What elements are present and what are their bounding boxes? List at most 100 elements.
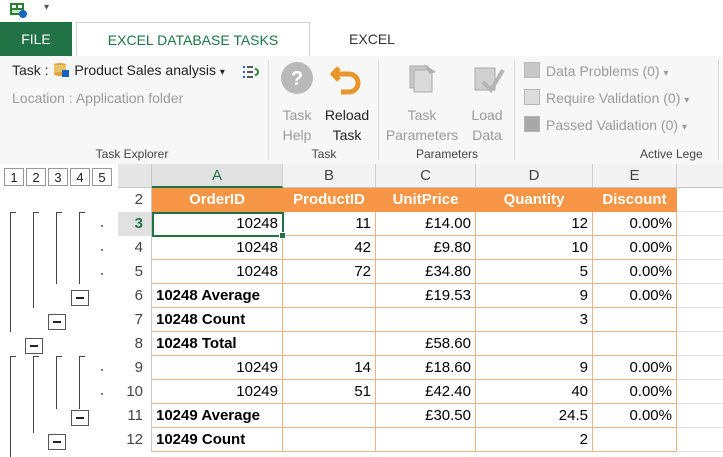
cell-empty[interactable] [677,380,723,404]
load-data-button[interactable]: Load Data [462,60,512,144]
outline-collapse-button[interactable] [48,434,66,450]
outline-level-1-button[interactable]: 1 [4,168,24,186]
cell-orderid[interactable]: 10249 Average [152,404,283,428]
cell-orderid[interactable]: 10248 Count [152,308,283,332]
cell-discount[interactable] [593,428,677,452]
cell-quantity[interactable] [476,332,593,356]
cell-unitprice[interactable]: £18.60 [376,356,476,380]
cell-unitprice[interactable]: £14.00 [376,212,476,236]
cell-empty[interactable] [677,332,723,356]
cell-orderid[interactable]: 10248 [152,212,283,236]
cell-unitprice[interactable]: £58.60 [376,332,476,356]
cell-quantity[interactable]: 12 [476,212,593,236]
tab-excel-tools[interactable]: EXCEL TOOLS [348,31,395,81]
cell-empty[interactable] [677,404,723,428]
column-header-e[interactable]: E [593,164,677,188]
row-header[interactable]: 6 [118,284,152,308]
cell-quantity[interactable]: 40 [476,380,593,404]
column-header-d[interactable]: D [476,164,593,188]
cell-unitprice[interactable] [376,308,476,332]
column-title-unitprice[interactable]: UnitPrice [376,188,476,212]
cell-discount[interactable]: 0.00% [593,212,677,236]
cell-orderid[interactable]: 10248 [152,236,283,260]
column-header-b[interactable]: B [283,164,376,188]
cell-productid[interactable]: 11 [283,212,376,236]
reload-task-button[interactable]: Reload Task [322,60,372,144]
cell-quantity[interactable]: 9 [476,284,593,308]
passed-validation-toggle[interactable]: Passed Validation (0) ▾ [524,116,687,133]
row-header[interactable]: 12 [118,428,152,452]
cell-productid[interactable] [283,308,376,332]
task-help-button[interactable]: ? Task Help [272,60,322,144]
cell-discount[interactable]: 0.00% [593,236,677,260]
tab-edt[interactable]: EXCEL DATABASE TASKS (EDT) [76,22,310,82]
cell-unitprice[interactable]: £42.40 [376,380,476,404]
column-header-c[interactable]: C [376,164,476,188]
cell-quantity[interactable]: 10 [476,236,593,260]
cell-quantity[interactable]: 3 [476,308,593,332]
outline-collapse-button[interactable] [71,290,89,306]
cell-discount[interactable]: 0.00% [593,260,677,284]
cell-orderid[interactable]: 10249 Count [152,428,283,452]
cell-discount[interactable]: 0.00% [593,284,677,308]
row-header[interactable]: 5 [118,260,152,284]
cell-empty[interactable] [677,284,723,308]
row-header[interactable]: 10 [118,380,152,404]
cell-empty[interactable] [677,428,723,452]
cell-unitprice[interactable]: £19.53 [376,284,476,308]
cell-discount[interactable]: 0.00% [593,356,677,380]
cell-orderid[interactable]: 10248 Total [152,332,283,356]
cell-orderid[interactable]: 10248 Average [152,284,283,308]
cell-empty[interactable] [677,308,723,332]
outline-collapse-button[interactable] [48,314,66,330]
tab-file[interactable]: FILE [0,22,72,56]
row-header[interactable]: 9 [118,356,152,380]
cell-productid[interactable] [283,404,376,428]
row-header[interactable]: 7 [118,308,152,332]
cell-unitprice[interactable] [376,428,476,452]
column-title-productid[interactable]: ProductID [283,188,376,212]
row-header[interactable]: 8 [118,332,152,356]
refresh-tasks-icon[interactable] [242,64,260,80]
cell-orderid[interactable]: 10248 [152,260,283,284]
cell-discount[interactable]: 0.00% [593,404,677,428]
cell-quantity[interactable]: 9 [476,356,593,380]
row-header[interactable]: 3 [118,212,152,236]
cell-productid[interactable] [283,428,376,452]
data-problems-toggle[interactable]: Data Problems (0) ▾ [524,62,669,79]
outline-level-5-button[interactable]: 5 [92,168,112,186]
cell-orderid[interactable]: 10249 [152,356,283,380]
row-header[interactable]: 2 [118,188,152,212]
outline-collapse-button[interactable] [71,410,89,426]
task-selector[interactable]: Task : Product Sales analysis ▾ [12,62,225,78]
cell-productid[interactable]: 42 [283,236,376,260]
cell-discount[interactable] [593,332,677,356]
cell-productid[interactable]: 51 [283,380,376,404]
column-header-a[interactable]: A [152,164,283,188]
cell-empty[interactable] [677,212,723,236]
outline-level-4-button[interactable]: 4 [70,168,90,186]
cell-quantity[interactable]: 5 [476,260,593,284]
cell-empty[interactable] [677,356,723,380]
cell-unitprice[interactable]: £30.50 [376,404,476,428]
cell-productid[interactable] [283,332,376,356]
task-parameters-button[interactable]: Task Parameters [384,60,460,144]
outline-level-3-button[interactable]: 3 [48,168,68,186]
select-all-corner[interactable] [118,164,152,188]
cell-productid[interactable]: 72 [283,260,376,284]
cell-unitprice[interactable]: £9.80 [376,236,476,260]
cell-empty[interactable] [677,260,723,284]
cell-unitprice[interactable]: £34.80 [376,260,476,284]
cell-productid[interactable]: 14 [283,356,376,380]
column-title-quantity[interactable]: Quantity [476,188,593,212]
customize-qat-icon[interactable]: ▾ [44,2,50,13]
cell-discount[interactable]: 0.00% [593,380,677,404]
cell-discount[interactable] [593,308,677,332]
cell-quantity[interactable]: 24.5 [476,404,593,428]
edt-app-icon[interactable] [8,1,28,19]
row-header[interactable]: 11 [118,404,152,428]
row-header[interactable]: 4 [118,236,152,260]
cell-quantity[interactable]: 2 [476,428,593,452]
column-title-orderid[interactable]: OrderID [152,188,283,212]
column-header-f[interactable] [677,164,723,188]
